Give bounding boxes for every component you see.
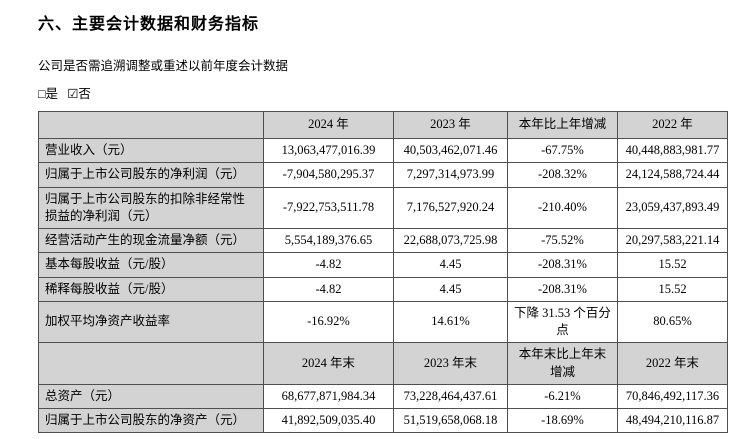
table-row: 经营活动产生的现金流量净额（元） 5,554,189,376.65 22,688…	[38, 227, 728, 254]
checkbox-yes: □是	[38, 87, 59, 101]
table-row: 归属于上市公司股东的净利润（元） -7,904,580,295.37 7,297…	[38, 162, 728, 188]
cell-2022: 40,448,883,981.77	[617, 137, 728, 164]
cell-change: -208.31%	[507, 276, 618, 302]
header-cell-change: 本年比上年增减	[507, 111, 618, 139]
table-row: 营业收入（元） 13,063,477,016.39 40,503,462,071…	[38, 137, 728, 164]
header-cell-2023: 2023 年	[393, 111, 508, 139]
table-row: 总资产（元） 68,677,871,984.34 73,228,464,437.…	[38, 383, 728, 410]
cell-2023: 4.45	[393, 252, 508, 278]
table-row: 基本每股收益（元/股） -4.82 4.45 -208.31% 15.52	[38, 252, 728, 278]
table-row: 稀释每股收益（元/股） -4.82 4.45 -208.31% 15.52	[38, 276, 728, 302]
annual-rows: 营业收入（元） 13,063,477,016.39 40,503,462,071…	[38, 137, 728, 344]
cell-2023: 40,503,462,071.46	[393, 137, 508, 164]
row-label: 总资产（元）	[38, 383, 264, 410]
cell-2023-end: 73,228,464,437.61	[393, 383, 508, 410]
cell-2022: 24,124,588,724.44	[617, 162, 728, 188]
table-row: 加权平均净资产收益率 -16.92% 14.61% 下降 31.53 个百分点 …	[38, 300, 728, 344]
cell-change-end: -6.21%	[507, 383, 618, 410]
cell-2024: -4.82	[263, 252, 394, 278]
yearend-rows: 总资产（元） 68,677,871,984.34 73,228,464,437.…	[38, 383, 728, 434]
cell-2022: 80.65%	[617, 300, 728, 344]
row-label: 营业收入（元）	[38, 137, 264, 164]
row-label: 基本每股收益（元/股）	[38, 252, 264, 278]
yearend-section: 2024 年末 2023 年末 本年末比上年末增减 2022 年末	[38, 342, 728, 385]
restate-options: □是 ☑否	[38, 83, 728, 102]
cell-change: -208.31%	[507, 252, 618, 278]
annual-section: 2024 年 2023 年 本年比上年增减 2022 年	[38, 111, 728, 139]
cell-2022-end: 48,494,210,116.87	[617, 407, 728, 434]
section-title: 六、主要会计数据和财务指标	[38, 16, 260, 33]
cell-2024: 5,554,189,376.65	[263, 227, 394, 254]
cell-change-end: -18.69%	[507, 407, 618, 434]
header-cell-blank	[38, 342, 264, 385]
cell-2022: 23,059,437,893.49	[617, 186, 728, 229]
cell-2023: 7,176,527,920.24	[393, 186, 508, 229]
header-cell-2024-end: 2024 年末	[263, 342, 394, 385]
table-row: 归属于上市公司股东的净资产（元） 41,892,509,035.40 51,51…	[38, 407, 728, 434]
header-cell-2022-end: 2022 年末	[617, 342, 728, 385]
cell-2022-end: 70,846,492,117.36	[617, 383, 728, 410]
row-label: 归属于上市公司股东的净资产（元）	[38, 407, 264, 434]
cell-change: -67.75%	[507, 137, 618, 164]
header-cell-2023-end: 2023 年末	[393, 342, 508, 385]
cell-2024: -4.82	[263, 276, 394, 302]
cell-2022: 20,297,583,221.14	[617, 227, 728, 254]
cell-2024: -7,922,753,511.78	[263, 186, 394, 229]
cell-change: -210.40%	[507, 186, 618, 229]
row-label: 加权平均净资产收益率	[38, 300, 264, 344]
row-label: 稀释每股收益（元/股）	[38, 276, 264, 302]
row-label: 经营活动产生的现金流量净额（元）	[38, 227, 264, 254]
yearend-header-row: 2024 年末 2023 年末 本年末比上年末增减 2022 年末	[38, 342, 728, 385]
cell-2023-end: 51,519,658,068.18	[393, 407, 508, 434]
financial-indicators-table: 2024 年 2023 年 本年比上年增减 2022 年 营业收入（元） 13,…	[38, 111, 728, 434]
cell-2023: 4.45	[393, 276, 508, 302]
cell-2024: 13,063,477,016.39	[263, 137, 394, 164]
checkbox-no: ☑否	[67, 87, 91, 101]
cell-2023: 7,297,314,973.99	[393, 162, 508, 188]
cell-2024: -7,904,580,295.37	[263, 162, 394, 188]
annual-header-row: 2024 年 2023 年 本年比上年增减 2022 年	[38, 111, 728, 139]
header-cell-2024: 2024 年	[263, 111, 394, 139]
cell-2024: -16.92%	[263, 300, 394, 344]
cell-change: -75.52%	[507, 227, 618, 254]
cell-2022: 15.52	[617, 252, 728, 278]
header-cell-change-end: 本年末比上年末增减	[507, 342, 618, 385]
cell-change: 下降 31.53 个百分点	[507, 300, 618, 344]
header-cell-2022: 2022 年	[617, 111, 728, 139]
row-label: 归属于上市公司股东的扣除非经常性损益的净利润（元）	[38, 186, 264, 229]
cell-2023: 22,688,073,725.98	[393, 227, 508, 254]
table-row: 归属于上市公司股东的扣除非经常性损益的净利润（元） -7,922,753,511…	[38, 186, 728, 229]
header-cell-blank	[38, 111, 264, 139]
restate-question: 公司是否需追溯调整或重述以前年度会计数据	[38, 59, 289, 73]
cell-2024-end: 68,677,871,984.34	[263, 383, 394, 410]
cell-2024-end: 41,892,509,035.40	[263, 407, 394, 434]
cell-2023: 14.61%	[393, 300, 508, 344]
row-label: 归属于上市公司股东的净利润（元）	[38, 162, 264, 188]
cell-2022: 15.52	[617, 276, 728, 302]
cell-change: -208.32%	[507, 162, 618, 188]
